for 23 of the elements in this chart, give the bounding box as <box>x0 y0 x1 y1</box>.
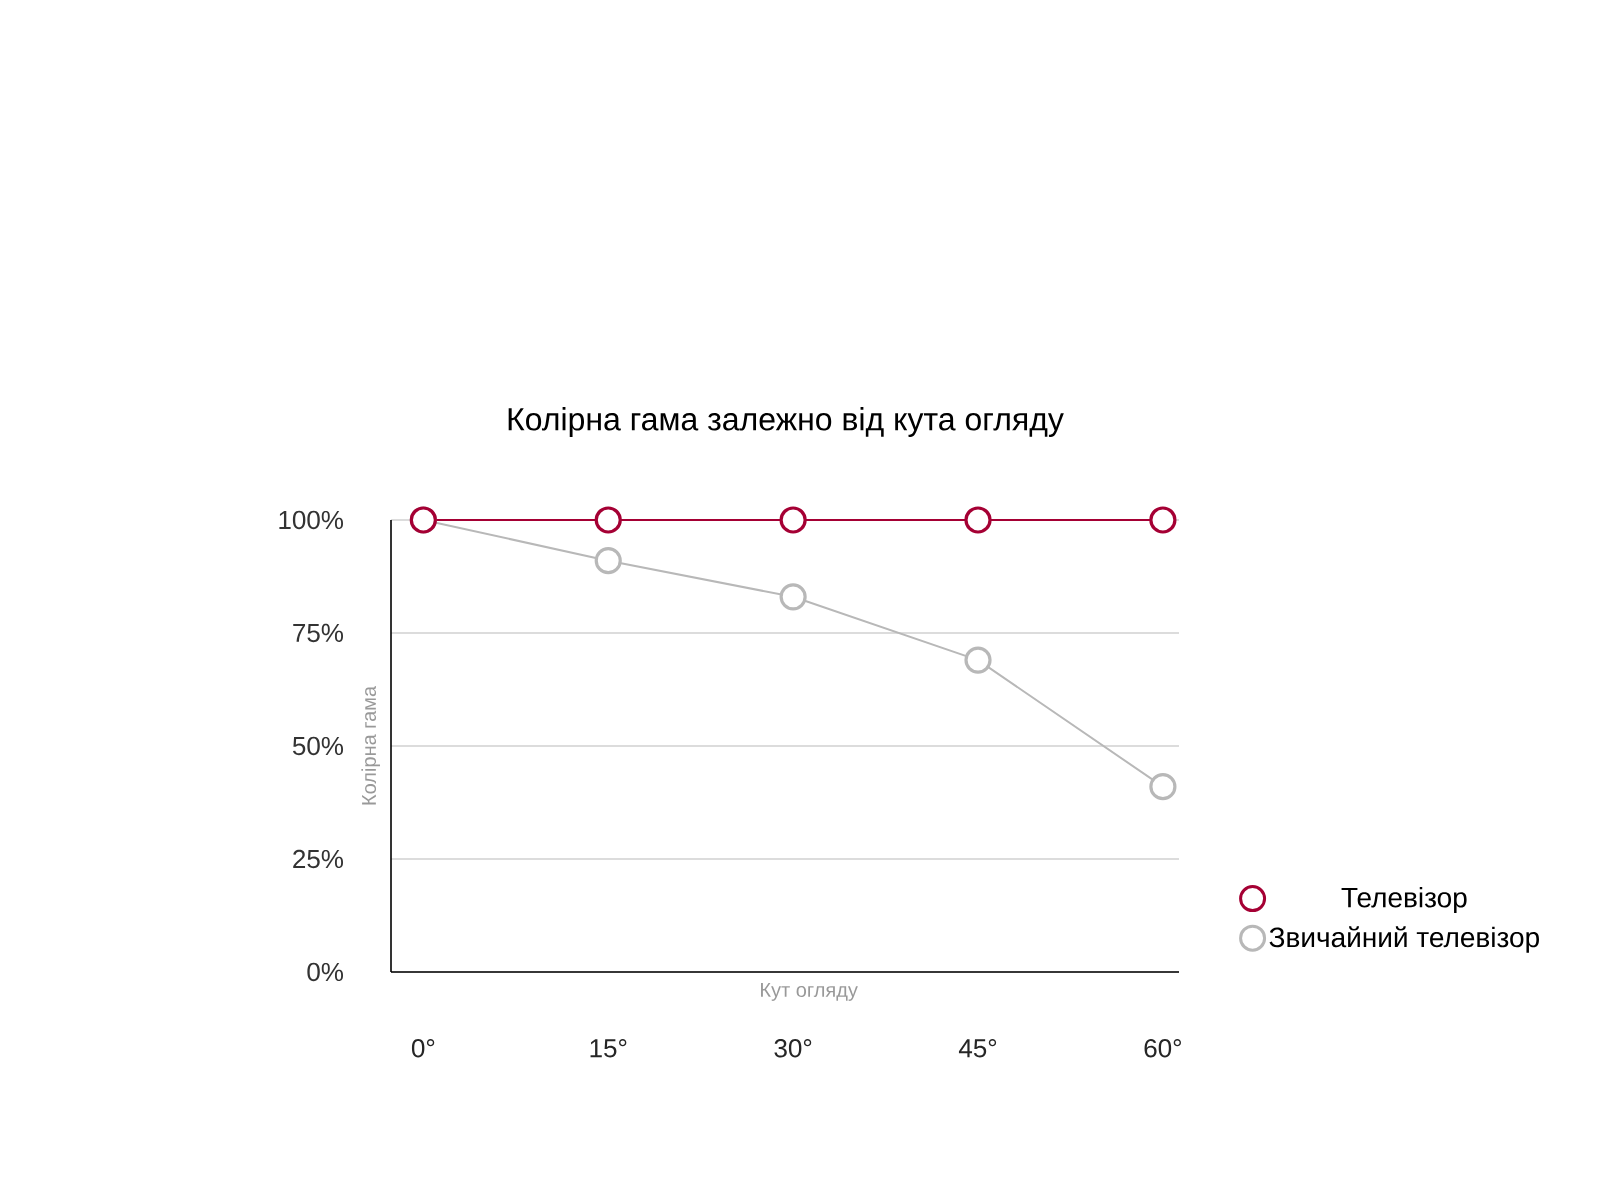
point <box>594 547 622 575</box>
x-tick-label: 45° <box>958 1039 997 1058</box>
point <box>779 506 807 534</box>
point <box>1149 506 1177 534</box>
y-tick-label: 0% <box>307 962 344 982</box>
x-tick-label: 0° <box>411 1039 435 1058</box>
x-tick-label: 15° <box>590 1039 627 1058</box>
y-tick-label: 75% <box>293 623 344 643</box>
x-tick-label: 60° <box>1144 1039 1181 1058</box>
x-tick-label: 30° <box>774 1039 812 1058</box>
text: Телевізор <box>1341 886 1467 914</box>
y-tick-label: 25% <box>293 849 344 869</box>
x-axis-title: Кут огляду <box>761 983 858 1001</box>
y-tick-label: 100% <box>279 510 344 530</box>
point <box>779 583 807 611</box>
point <box>964 646 992 674</box>
point <box>594 506 622 534</box>
y-axis-title: Колірна гама <box>361 685 380 805</box>
chart-title: Колірна гама залежно від кута огляду <box>508 407 1064 437</box>
legend-label: Звичайний телевізор <box>1269 926 1539 953</box>
y-tick-label: 50% <box>292 736 344 756</box>
point <box>1149 773 1177 801</box>
point <box>964 506 992 534</box>
